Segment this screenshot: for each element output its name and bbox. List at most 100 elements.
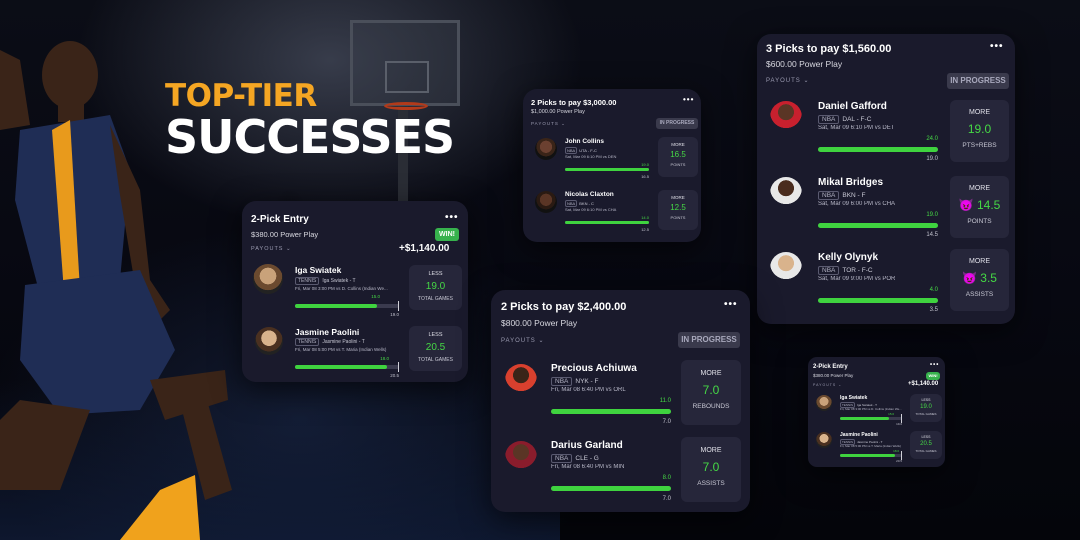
player-avatar	[770, 252, 802, 284]
player-name: Iga Swiatek	[295, 265, 342, 275]
pick-row[interactable]: Darius Garland NBA CLE - G Fri, Mar 08 6:…	[491, 435, 750, 510]
pick-row[interactable]: Kelly Olynyk NBA TOR - F-C Sat, Mar 09 9:…	[757, 246, 1015, 321]
pick-direction: MORE	[700, 370, 722, 377]
progress-fill	[818, 298, 938, 303]
pick-row[interactable]: Nicolas Claxton NBA BKN - C Sat, Mar 09 6…	[523, 186, 701, 238]
projection-value: 7.0	[702, 383, 720, 397]
more-options-icon[interactable]: •••	[445, 212, 459, 223]
progress-fill	[840, 417, 889, 420]
payouts-toggle[interactable]: PAYOUTS ⌄	[766, 77, 810, 84]
win-badge: WIN!	[926, 372, 940, 380]
more-options-icon[interactable]: •••	[990, 41, 1004, 52]
projection-value: 19.0	[967, 122, 992, 136]
pick-row[interactable]: Precious Achiuwa NBA NYK - F Fri, Mar 08 …	[491, 358, 750, 433]
card-subtitle: $380.00 Power Play	[251, 230, 319, 239]
line-marker	[398, 362, 399, 372]
entry-card-win[interactable]: 2-Pick Entry ••• $380.00 Power Play WIN!…	[242, 201, 468, 382]
pick-row[interactable]: Jasmine Paolini TENNIS Jasmine Paolini - …	[242, 321, 468, 381]
player-team: BKN - F	[842, 192, 866, 199]
headline: TOP-TIER SUCCESSES	[165, 78, 455, 164]
game-info: Fri, Mar 08 5:00 PM vs T. Maria (Indian …	[840, 444, 901, 448]
player-avatar	[535, 191, 557, 213]
current-stat: 8.0	[662, 475, 671, 481]
entry-card-in-progress[interactable]: 2 Picks to pay $2,400.00 ••• $800.00 Pow…	[491, 290, 750, 512]
player-avatar	[255, 327, 283, 355]
payouts-toggle[interactable]: PAYOUTS ⌄	[251, 246, 292, 252]
projection-value: 20.5	[425, 342, 446, 353]
stat-type: REBOUNDS	[692, 403, 730, 410]
card-title: 2 Picks to pay $3,000.00	[531, 98, 617, 107]
player-meta: TENNIS Iga Swiatek - T	[840, 402, 877, 408]
player-meta: TENNIS Iga Swiatek - T	[295, 277, 356, 285]
progress-bar	[818, 298, 938, 303]
projection-value: 😈 14.5	[950, 198, 1009, 212]
target-line: 20.5	[390, 373, 399, 378]
line-marker	[901, 451, 902, 460]
entry-card-in-progress[interactable]: 2 Picks to pay $3,000.00 ••• $1,000.00 P…	[523, 89, 701, 242]
line-marker	[398, 301, 399, 311]
current-stat: 4.0	[929, 287, 938, 293]
player-name: Precious Achiuwa	[551, 363, 637, 374]
pick-row[interactable]: Jasmine Paolini TENNIS Jasmine Paolini - …	[808, 429, 945, 466]
pick-row[interactable]: Iga Swiatek TENNIS Iga Swiatek - T Fri, M…	[808, 392, 945, 429]
entry-card-in-progress[interactable]: 3 Picks to pay $1,560.00 ••• $600.00 Pow…	[757, 34, 1015, 324]
player-team: DAL - F-C	[842, 116, 872, 123]
progress-bar	[840, 451, 902, 460]
chevron-down-icon: ⌄	[838, 383, 843, 387]
player-meta: NBA BKN - F	[818, 191, 866, 200]
current-stat: 14.0	[641, 215, 649, 220]
player-name: Nicolas Claxton	[565, 191, 614, 198]
projection-number: 14.5	[976, 198, 1001, 212]
projection-box: MORE 12.5 POINTS	[658, 190, 698, 230]
pick-direction: MORE	[969, 185, 990, 192]
pick-row[interactable]: Daniel Gafford NBA DAL - F-C Sat, Mar 09 …	[757, 95, 1015, 170]
player-team: CLE - G	[575, 455, 599, 462]
current-stat: 15.0	[371, 294, 380, 299]
player-team: TOR - F-C	[842, 267, 873, 274]
projection-box: MORE 😈 14.5 POINTS	[950, 176, 1009, 238]
league-tag: TENNIS	[840, 402, 856, 408]
player-team: Jasmine Paolini - T	[322, 339, 365, 345]
game-info: Sat, Mar 09 6:10 PM vs CHA	[565, 207, 617, 212]
more-options-icon[interactable]: •••	[683, 95, 695, 104]
progress-fill	[295, 304, 378, 308]
stat-type: PTS+REBS	[962, 142, 997, 149]
payouts-label: PAYOUTS	[531, 121, 559, 126]
pick-row[interactable]: Iga Swiatek TENNIS Iga Swiatek - T Fri, M…	[242, 260, 468, 320]
chevron-down-icon: ⌄	[538, 338, 545, 344]
projection-value: 19.0	[425, 281, 446, 292]
win-amount: +$1,140.00	[908, 381, 939, 387]
chevron-down-icon: ⌄	[561, 121, 566, 126]
current-stat: 18.0	[893, 449, 899, 453]
pick-row[interactable]: Mikal Bridges NBA BKN - F Sat, Mar 09 6:0…	[757, 171, 1015, 246]
player-name: Kelly Olynyk	[818, 252, 879, 263]
game-info: Sat, Mar 09 6:00 PM vs CHA	[818, 201, 896, 207]
win-badge: WIN!	[435, 228, 459, 241]
more-options-icon[interactable]: •••	[930, 362, 940, 368]
league-tag: TENNIS	[295, 277, 320, 285]
entry-card-win[interactable]: 2-Pick Entry ••• $380.00 Power Play WIN!…	[808, 357, 945, 467]
progress-bar	[565, 168, 649, 171]
player-team: Iga Swiatek - T	[857, 403, 877, 407]
league-tag: TENNIS	[840, 439, 856, 445]
projection-box: LESS 19.0 TOTAL GAMES	[409, 265, 462, 310]
progress-bar	[818, 147, 938, 152]
payouts-toggle[interactable]: PAYOUTS ⌄	[501, 337, 545, 344]
stat-type: TOTAL GAMES	[915, 449, 937, 453]
player-name: Mikal Bridges	[818, 177, 884, 188]
chevron-down-icon: ⌄	[803, 78, 810, 84]
game-info: Fri, Mar 08 5:00 PM vs T. Maria (Indian …	[295, 347, 387, 352]
pick-row[interactable]: John Collins NBA UTA - F-C Sat, Mar 09 6:…	[523, 133, 701, 185]
stat-type: TOTAL GAMES	[915, 412, 937, 416]
game-info: Sat, Mar 09 9:00 PM vs POR	[818, 276, 896, 282]
more-options-icon[interactable]: •••	[724, 299, 738, 310]
current-stat: 11.0	[659, 398, 671, 404]
basketball-rim	[384, 102, 428, 110]
target-line: 19.0	[390, 312, 399, 317]
current-stat: 18.0	[380, 356, 389, 361]
payouts-toggle[interactable]: PAYOUTS ⌄	[531, 121, 566, 127]
payouts-toggle[interactable]: PAYOUTS ⌄	[813, 383, 842, 387]
progress-fill	[551, 486, 671, 491]
basketball-backboard	[350, 20, 460, 106]
stat-type: ASSISTS	[697, 480, 725, 487]
